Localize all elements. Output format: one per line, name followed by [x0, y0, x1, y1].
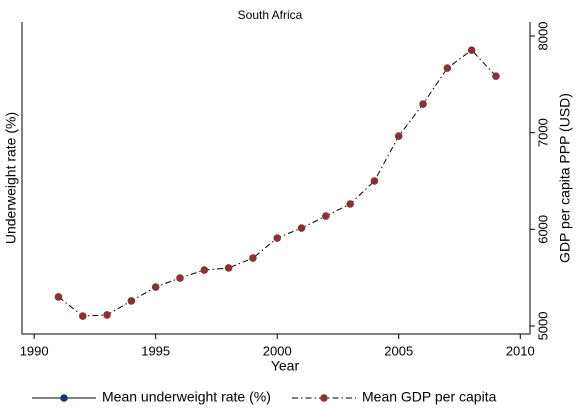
data-point	[443, 64, 452, 72]
series-line	[58, 49, 497, 317]
legend-marker	[320, 394, 328, 402]
data-point	[249, 254, 257, 262]
y-axis-title: Underweight rate (%)	[3, 112, 19, 244]
data-point	[224, 264, 233, 272]
y2-tick-label: 8000	[535, 22, 550, 51]
data-point	[346, 200, 354, 208]
data-point	[127, 297, 136, 305]
y2-tick-label: 6000	[535, 215, 550, 244]
y2-axis-title: GDP per capita PPP (USD)	[557, 93, 573, 263]
data-point	[78, 312, 87, 320]
data-point	[54, 293, 63, 301]
x-tick-label: 2005	[384, 343, 413, 358]
data-point	[467, 46, 476, 54]
y2-tick-label: 5000	[535, 312, 550, 341]
data-point	[322, 212, 330, 220]
chart-title: South Africa	[238, 8, 303, 22]
y2-tick-label: 7000	[535, 118, 550, 147]
data-point	[200, 266, 209, 274]
legend-marker	[60, 394, 68, 402]
x-tick-label: 1995	[141, 343, 170, 358]
data-point	[370, 177, 379, 185]
legend-label: Mean underweight rate (%)	[102, 389, 271, 405]
data-point	[151, 283, 160, 291]
x-tick-label: 1990	[20, 343, 49, 358]
x-tick-label: 2000	[263, 343, 292, 358]
data-point	[492, 72, 500, 80]
data-point	[297, 224, 306, 232]
data-point	[176, 274, 184, 282]
x-tick-label: 2010	[506, 343, 535, 358]
x-axis-title: Year	[271, 358, 300, 374]
legend-label: Mean GDP per capita	[362, 389, 497, 405]
data-point	[419, 100, 427, 108]
data-point	[273, 234, 282, 242]
data-point	[394, 132, 403, 140]
data-point	[103, 311, 111, 319]
